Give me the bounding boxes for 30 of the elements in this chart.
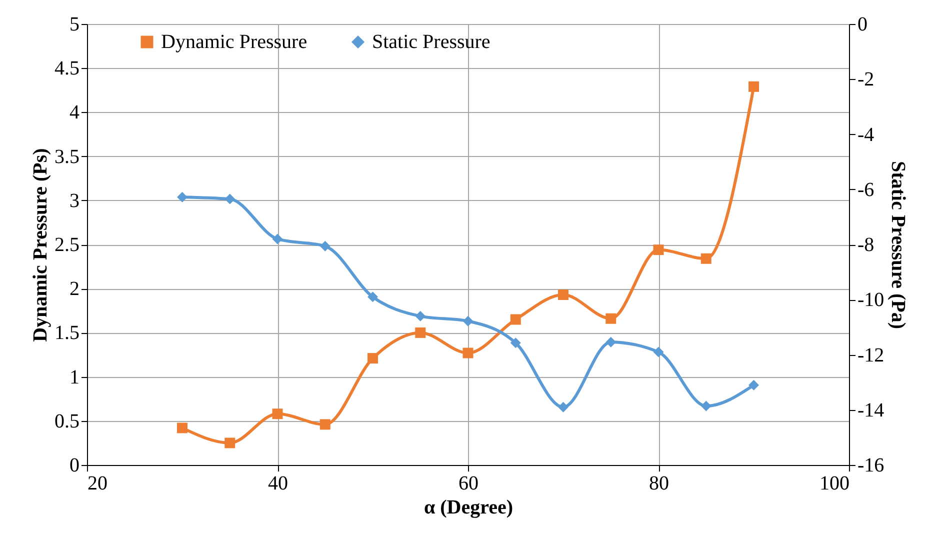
y-tick-label: 2.5	[54, 234, 80, 256]
y2-tick-label: -4	[858, 124, 874, 146]
y-tick-label: 0	[70, 454, 80, 476]
x-axis-title: α (Degree)	[424, 496, 514, 518]
y-tick-label: 3.5	[54, 146, 80, 168]
y-axis-title: Dynamic Pressure (Ps)	[30, 148, 52, 342]
x-tick-label: 60	[458, 472, 478, 494]
y-tick-label: 2	[70, 278, 80, 300]
y2-tick-label: 0	[858, 14, 868, 36]
y2-tick-label: -10	[858, 289, 884, 312]
y-tick-label: 3	[70, 190, 80, 212]
legend-label: Static Pressure	[372, 31, 490, 53]
x-tick-label: 40	[268, 472, 288, 494]
y-tick-label: 1	[70, 366, 80, 388]
y-tick-label: 0.5	[54, 410, 80, 432]
legend-label: Dynamic Pressure	[161, 31, 308, 53]
y2-tick-label: -14	[858, 399, 884, 422]
y-tick-label: 5	[70, 14, 80, 36]
y2-tick-label: -16	[858, 454, 884, 476]
x-tick-label: 100	[820, 472, 850, 494]
y2-tick-label: -8	[858, 234, 874, 256]
y2-tick-label: -2	[858, 68, 874, 91]
y2-tick-label: -6	[858, 178, 874, 201]
y-tick-label: 4.5	[54, 58, 80, 80]
x-tick-label: 80	[649, 472, 669, 494]
y-tick-label: 1.5	[54, 322, 80, 344]
y-tick-label: 4	[70, 102, 80, 124]
y2-tick-label: -12	[858, 344, 884, 366]
y2-axis-title: Static Pressure (Pa)	[887, 160, 910, 330]
x-tick-label: 20	[88, 472, 108, 494]
